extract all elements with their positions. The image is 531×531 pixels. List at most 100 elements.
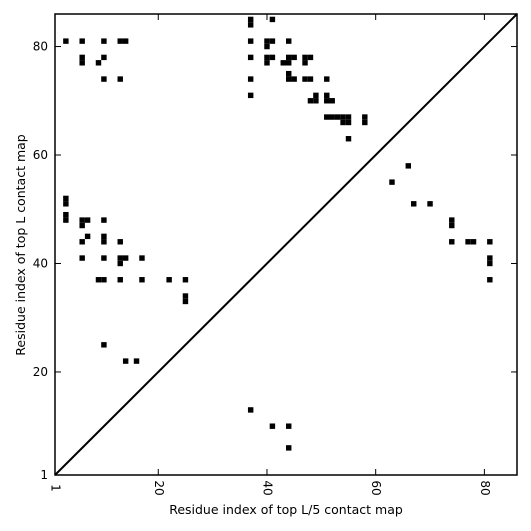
contact-point xyxy=(313,98,319,104)
contact-point xyxy=(291,76,297,82)
contact-point xyxy=(139,255,145,261)
contact-point xyxy=(340,114,346,120)
tick-labels: 1 20 40 60 80 1 20 40 60 80 xyxy=(33,40,492,496)
contact-point xyxy=(95,60,102,66)
contact-point xyxy=(269,54,276,61)
contact-point xyxy=(79,222,85,229)
contact-point xyxy=(291,54,297,61)
contact-point xyxy=(133,358,140,364)
contact-point xyxy=(122,255,129,261)
x-tick-label: 60 xyxy=(369,480,383,495)
contact-point xyxy=(345,114,352,120)
contact-point xyxy=(117,260,123,267)
contact-point xyxy=(101,54,107,61)
contact-point xyxy=(63,217,69,223)
contact-point xyxy=(247,38,254,44)
contact-point xyxy=(79,38,85,44)
contact-point xyxy=(117,277,123,283)
contact-point xyxy=(63,195,69,202)
contact-point xyxy=(286,54,292,61)
contact-point xyxy=(117,38,123,44)
contact-point xyxy=(427,201,433,207)
contact-point xyxy=(84,233,91,240)
contact-point xyxy=(286,38,292,44)
x-tick-label: 1 xyxy=(49,484,63,492)
contact-point xyxy=(269,16,276,23)
contact-point xyxy=(79,239,85,245)
contact-point xyxy=(63,211,69,218)
contact-point xyxy=(101,342,107,348)
contact-point xyxy=(101,233,107,240)
contact-point xyxy=(324,76,330,82)
contact-point xyxy=(101,277,107,283)
y-axis-label: Residue index of top L contact map xyxy=(13,134,28,355)
contact-point xyxy=(79,54,85,61)
contact-point xyxy=(329,98,335,104)
contact-point xyxy=(101,255,107,261)
contact-point xyxy=(101,239,107,245)
contact-point xyxy=(324,92,330,99)
contact-point xyxy=(345,119,352,126)
contact-point xyxy=(139,277,145,283)
contact-point xyxy=(307,54,314,61)
contact-point xyxy=(449,217,455,223)
contact-point xyxy=(362,114,368,120)
contact-point xyxy=(79,255,85,261)
plot-frame xyxy=(54,13,518,476)
contact-point xyxy=(329,114,335,120)
contact-point xyxy=(63,201,69,207)
contact-point xyxy=(79,60,85,66)
x-tick-label: 80 xyxy=(478,480,492,495)
contact-point xyxy=(470,239,477,245)
contact-point xyxy=(63,38,69,44)
contact-point xyxy=(95,277,102,283)
contact-point xyxy=(286,70,292,77)
contact-point xyxy=(411,201,417,207)
contact-point xyxy=(264,54,270,61)
contact-point xyxy=(84,217,91,223)
contact-point xyxy=(247,407,254,413)
contact-point xyxy=(487,277,493,283)
contact-point xyxy=(79,217,85,223)
contact-point xyxy=(122,38,129,44)
contact-point xyxy=(101,76,107,82)
contact-point xyxy=(117,76,123,82)
contact-point xyxy=(101,217,107,223)
contact-point xyxy=(247,16,254,23)
contact-point xyxy=(487,260,493,267)
contact-point xyxy=(345,136,352,142)
contact-point xyxy=(302,54,308,61)
contact-point xyxy=(307,76,314,82)
contact-point xyxy=(449,239,455,245)
contact-point xyxy=(286,423,292,429)
contact-point xyxy=(182,293,189,299)
contact-point xyxy=(247,76,254,82)
contact-point xyxy=(362,119,368,126)
contact-point xyxy=(340,119,346,126)
contact-point xyxy=(101,38,107,44)
contact-point xyxy=(324,98,330,104)
contact-point xyxy=(302,60,308,66)
contact-point xyxy=(117,255,123,261)
contact-point xyxy=(389,179,395,185)
contact-point xyxy=(307,98,314,104)
diagonal-line xyxy=(54,13,518,476)
y-tick-label: 80 xyxy=(33,40,48,54)
contact-point xyxy=(449,222,455,229)
contact-point xyxy=(286,60,292,66)
contact-point xyxy=(302,76,308,82)
x-tick-label: 40 xyxy=(260,480,274,495)
contact-point xyxy=(269,38,276,44)
contact-point xyxy=(117,239,123,245)
contact-point xyxy=(264,43,270,50)
contact-point xyxy=(182,277,189,283)
contact-point xyxy=(182,298,189,305)
y-tick-label: 40 xyxy=(33,256,48,270)
contact-point xyxy=(264,60,270,66)
y-tick-label: 60 xyxy=(33,148,48,162)
contact-point xyxy=(487,239,493,245)
contact-point xyxy=(286,445,292,451)
x-axis-label: Residue index of top L/5 contact map xyxy=(169,502,403,517)
contact-point xyxy=(313,92,319,99)
